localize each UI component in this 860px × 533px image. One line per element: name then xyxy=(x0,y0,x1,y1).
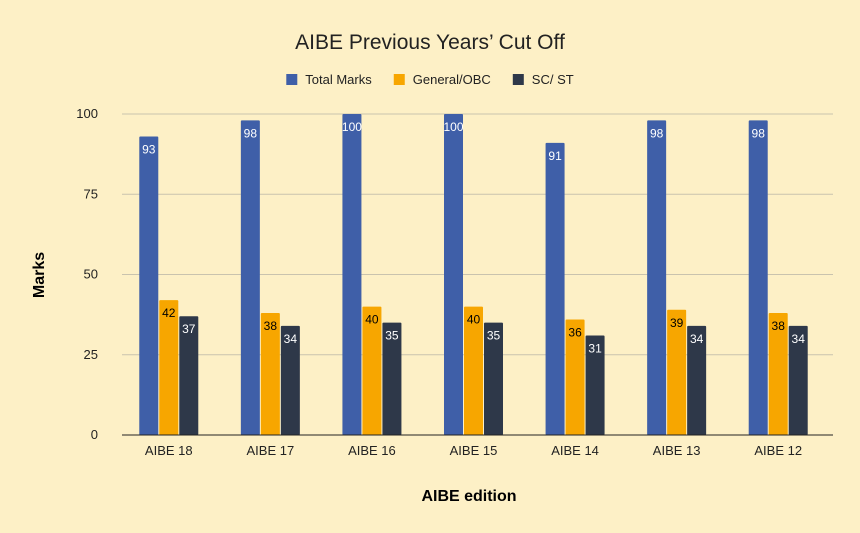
x-tick-label: AIBE 13 xyxy=(653,443,701,458)
data-label: 34 xyxy=(690,332,704,346)
data-label: 36 xyxy=(568,325,582,339)
data-label: 40 xyxy=(365,313,379,327)
bar xyxy=(179,316,199,435)
x-tick-label: AIBE 14 xyxy=(551,443,599,458)
bar xyxy=(687,325,707,435)
y-tick-label: 0 xyxy=(91,427,98,442)
data-label: 39 xyxy=(670,316,684,330)
x-tick-label: AIBE 12 xyxy=(754,443,802,458)
y-axis-title: Marks xyxy=(31,252,48,298)
data-label: 35 xyxy=(487,329,501,343)
data-label: 93 xyxy=(142,142,156,156)
y-tick-label: 50 xyxy=(84,267,98,282)
legend-swatch xyxy=(393,74,405,85)
data-label: 31 xyxy=(588,341,602,355)
bar xyxy=(159,300,179,435)
legend-label: General/OBC xyxy=(413,72,491,87)
bar xyxy=(667,309,687,435)
bar xyxy=(382,322,402,435)
x-axis-ticks: AIBE 18 AIBE 17 AIBE 16 AIBE 15 AIBE 14 AIBE … xyxy=(145,443,802,458)
bar xyxy=(748,120,768,436)
x-tick-label: AIBE 16 xyxy=(348,443,396,458)
data-label: 98 xyxy=(650,126,664,140)
legend: Total Marks General/OBC SC/ ST xyxy=(286,72,574,87)
bar xyxy=(139,136,159,435)
data-label: 100 xyxy=(443,120,463,134)
legend-item: Total Marks xyxy=(286,72,372,87)
bar xyxy=(768,313,788,435)
data-label: 98 xyxy=(244,126,258,140)
bar xyxy=(342,114,362,435)
legend-label: SC/ ST xyxy=(532,72,574,87)
data-label: 37 xyxy=(182,322,196,336)
x-tick-label: AIBE 17 xyxy=(247,443,295,458)
data-label: 34 xyxy=(284,332,298,346)
data-label: 91 xyxy=(548,149,562,163)
data-label: 34 xyxy=(792,332,806,346)
chart-title: AIBE Previous Years’ Cut Off xyxy=(295,31,565,54)
bar xyxy=(585,335,605,435)
legend-label: Total Marks xyxy=(305,72,372,87)
x-tick-label: AIBE 18 xyxy=(145,443,193,458)
data-label: 35 xyxy=(385,329,399,343)
bar xyxy=(788,325,808,435)
bar xyxy=(240,120,260,436)
x-axis-title: AIBE edition xyxy=(421,488,516,505)
bar xyxy=(280,325,300,435)
bar xyxy=(484,322,503,435)
data-label: 42 xyxy=(162,306,176,320)
data-label: 40 xyxy=(467,313,481,327)
y-axis-ticks: 0 25 50 75 100 xyxy=(76,106,98,442)
legend-swatch xyxy=(512,74,524,85)
legend-item: General/OBC xyxy=(393,72,491,87)
bars: 93 42 37 98 38 34 100 40 35 100 40 35 91 36 31 98 39 34 98… xyxy=(139,114,808,436)
y-tick-label: 100 xyxy=(76,106,98,121)
data-label: 100 xyxy=(342,120,362,134)
bar xyxy=(647,120,667,436)
bar xyxy=(565,319,585,435)
bar xyxy=(545,142,565,435)
x-tick-label: AIBE 15 xyxy=(450,443,498,458)
bar xyxy=(464,306,483,435)
legend-item: SC/ ST xyxy=(512,72,574,87)
bar xyxy=(260,313,280,435)
data-label: 98 xyxy=(752,126,766,140)
bar xyxy=(444,114,463,435)
y-tick-label: 25 xyxy=(84,347,98,362)
data-label: 38 xyxy=(772,319,786,333)
legend-swatch xyxy=(286,74,298,85)
data-label: 38 xyxy=(264,319,278,333)
bar xyxy=(362,306,382,435)
y-tick-label: 75 xyxy=(84,186,98,201)
